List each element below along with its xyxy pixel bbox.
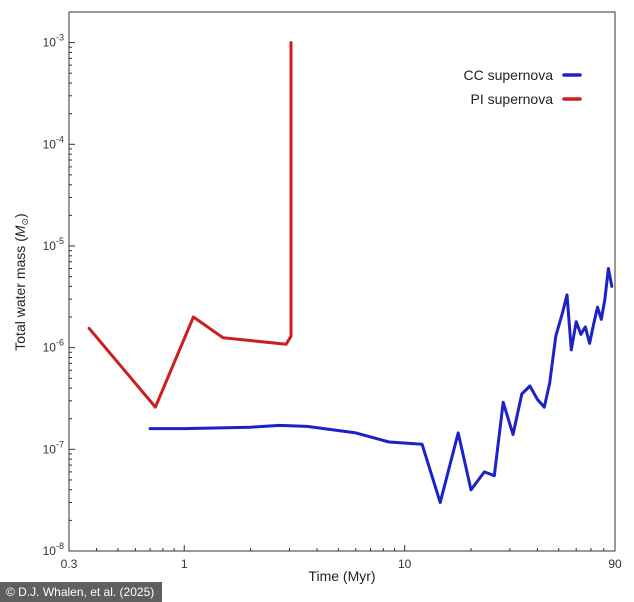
x-tick-label: 90 [608,557,622,571]
y-tick-label: 10-3 [43,33,64,50]
image-credit: © D.J. Whalen, et al. (2025) [0,582,163,602]
y-tick-exponent: -6 [56,338,64,348]
x-tick-label: 1 [181,557,188,571]
series-line-cc-supernova [148,267,614,504]
y-tick-base: 10 [43,239,57,253]
y-tick-base: 10 [43,36,57,50]
series-line-pi-supernova [87,41,293,409]
y-axis-ticks: 10-810-710-610-510-410-3 [43,33,75,558]
plot-frame [68,11,616,552]
legend: CC supernova PI supernova [464,67,582,107]
y-axis-title-unit: M [12,225,28,237]
y-tick-label: 10-5 [43,236,64,253]
y-tick-label: 10-4 [43,134,64,151]
y-tick-base: 10 [43,137,57,151]
y-tick-exponent: -7 [56,439,64,449]
legend-label-cc: CC supernova [464,67,554,83]
y-tick-label: 10-8 [43,541,64,558]
x-axis-title: Time (Myr) [308,568,375,584]
x-tick-label: 0.3 [61,557,78,571]
y-axis-title: Total water mass (M⊙) [12,213,30,350]
y-tick-base: 10 [43,341,57,355]
x-axis-ticks: 0.3 1 10 90 [61,545,622,571]
y-tick-exponent: -8 [56,541,64,551]
y-tick-label: 10-6 [43,338,64,355]
y-tick-base: 10 [43,544,57,558]
y-axis-title-main: Total water mass ( [12,237,28,351]
series-layer [87,41,614,504]
legend-label-pi: PI supernova [471,91,554,107]
y-tick-label: 10-7 [43,439,64,456]
y-axis-title-end: ) [12,213,28,218]
x-tick-label: 10 [398,557,412,571]
y-tick-exponent: -5 [56,236,64,246]
y-tick-exponent: -3 [56,33,64,43]
y-axis-title-subscript: ⊙ [20,218,30,226]
y-tick-exponent: -4 [56,134,64,144]
y-tick-base: 10 [43,442,57,456]
